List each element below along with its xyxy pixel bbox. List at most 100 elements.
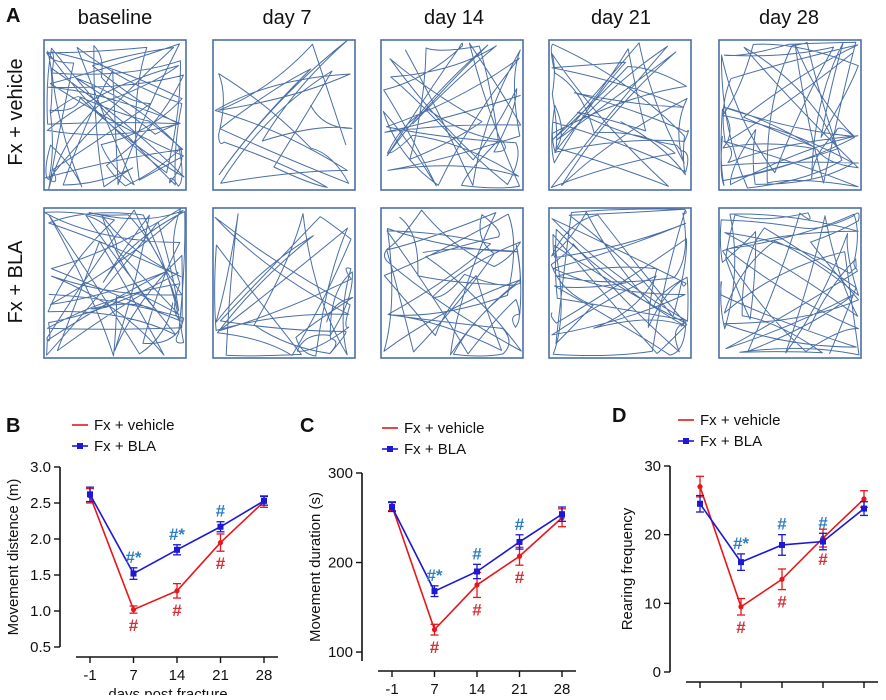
track-tile-fx-vehicle-day-7	[212, 39, 356, 191]
track-path	[550, 42, 689, 188]
x-tick-label: 7	[430, 681, 438, 695]
legend-entry: Fx + vehicle	[94, 417, 174, 434]
data-point	[217, 540, 224, 546]
significance-label: #	[777, 593, 787, 612]
significance-label: #	[472, 544, 482, 563]
data-point	[559, 511, 565, 518]
panel-c-letter: C	[300, 415, 314, 437]
x-tick-label: 21	[511, 681, 528, 695]
row-title-fx-vehicle: Fx + vehicle	[5, 58, 27, 165]
x-tick-label: 28	[256, 667, 273, 684]
track-path	[382, 42, 522, 189]
track-border	[548, 207, 692, 359]
track-border	[380, 207, 524, 359]
track-path	[719, 212, 860, 356]
data-point	[174, 546, 180, 553]
row-title-fx-bla: Fx + BLA	[5, 240, 27, 323]
column-title-day-28: day 28	[759, 7, 819, 29]
x-tick-label: 14	[469, 681, 486, 695]
significance-label: #*	[125, 548, 141, 567]
legend-entry: Fx + BLA	[700, 433, 762, 450]
significance-label: #	[736, 618, 746, 637]
x-tick-label: 28	[554, 681, 571, 695]
track-border	[212, 39, 356, 191]
significance-label: #	[515, 568, 525, 587]
track-path	[214, 39, 353, 188]
track-border	[718, 39, 862, 191]
data-point	[474, 582, 480, 588]
x-tick-label: -1	[83, 667, 96, 684]
data-point	[697, 500, 703, 507]
track-tile-fx-vehicle-day-28	[718, 39, 862, 191]
y-tick-label: 300	[328, 465, 353, 482]
y-tick-label: 20	[644, 527, 661, 544]
significance-label: #	[430, 638, 440, 657]
x-tick-label: 14	[169, 667, 186, 684]
track-tile-fx-vehicle-day-21	[548, 39, 692, 191]
legend-entry: Fx + BLA	[404, 441, 466, 458]
data-point	[431, 588, 438, 595]
track-tile-fx-bla-baseline	[43, 207, 187, 359]
y-axis-label: Rearing frequency	[619, 507, 636, 630]
significance-label: #	[472, 600, 482, 619]
significance-label: #	[515, 515, 525, 534]
significance-label: #	[777, 515, 787, 534]
data-point	[217, 523, 224, 530]
data-point	[779, 541, 785, 548]
legend-entry: Fx + vehicle	[404, 420, 484, 437]
panel-b-letter: B	[6, 415, 20, 437]
x-tick-label: 21	[212, 667, 229, 684]
track-tile-fx-bla-day-21	[548, 207, 692, 359]
y-tick-label: 30	[644, 458, 661, 475]
y-tick-label: 0	[653, 664, 661, 681]
legend-entry: Fx + BLA	[94, 438, 156, 455]
data-point	[516, 553, 523, 559]
track-path	[214, 213, 354, 357]
data-point	[130, 570, 137, 577]
series-fx-vehicle: # # #	[86, 487, 268, 635]
data-point	[516, 538, 523, 545]
track-path	[383, 209, 522, 357]
legend-marker	[683, 438, 689, 444]
significance-label: #*	[169, 525, 185, 544]
track-path	[43, 43, 185, 190]
y-tick-label: 1.5	[30, 567, 51, 584]
data-point	[738, 604, 744, 610]
y-tick-label: 2.0	[30, 531, 51, 548]
legend-entry: Fx + vehicle	[700, 412, 780, 429]
series-fx-bla: #* #* #	[86, 486, 268, 580]
track-path	[720, 41, 859, 189]
track-border	[718, 207, 862, 359]
panel-d-letter: D	[612, 405, 626, 427]
track-tile-fx-bla-day-7	[212, 207, 356, 359]
data-point	[861, 505, 867, 512]
significance-label: #	[216, 502, 226, 521]
data-point	[779, 576, 785, 582]
panel-a-track-grid	[43, 39, 862, 359]
track-tile-fx-bla-day-28	[718, 207, 862, 359]
x-tick-label: 7	[129, 667, 137, 684]
track-tile-fx-vehicle-day-14	[380, 39, 524, 191]
column-title-baseline: baseline	[78, 7, 153, 29]
y-tick-label: 2.5	[30, 495, 51, 512]
track-path	[550, 208, 689, 357]
x-tick-label: -1	[385, 681, 398, 695]
data-point	[474, 568, 480, 575]
series-fx-bla: #* # #	[388, 501, 566, 598]
panel-a-letter: A	[6, 5, 20, 27]
y-tick-label: 200	[328, 555, 353, 572]
legend-marker	[387, 446, 393, 452]
data-point	[389, 504, 395, 511]
significance-label: #*	[426, 566, 442, 585]
track-border	[43, 207, 187, 359]
series-fx-vehicle: # # #	[388, 500, 566, 657]
y-tick-label: 100	[328, 644, 353, 661]
series-fx-bla: #* # #	[696, 494, 868, 572]
significance-label: #	[216, 554, 226, 573]
x-axis-label: days post fracture	[108, 686, 227, 695]
track-border	[212, 207, 356, 359]
series-fx-vehicle: # # #	[696, 475, 868, 637]
y-axis-label: Movement duration (s)	[307, 492, 324, 642]
